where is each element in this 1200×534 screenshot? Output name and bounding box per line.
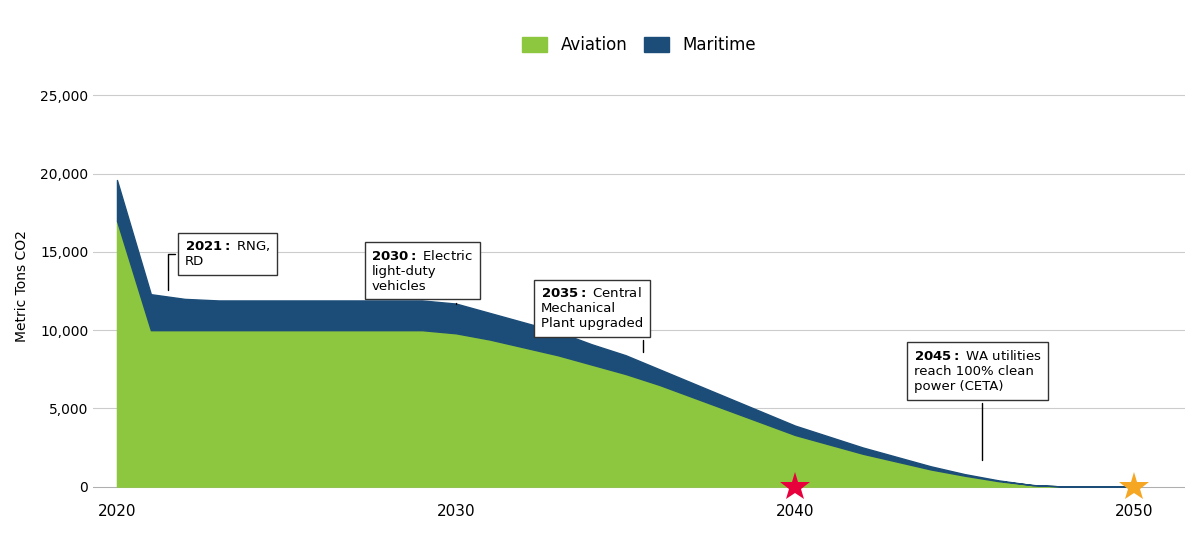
Text: $\bf{2045:}$ WA utilities
reach 100% clean
power (CETA): $\bf{2045:}$ WA utilities reach 100% cle… bbox=[913, 349, 1042, 460]
Legend: Aviation, Maritime: Aviation, Maritime bbox=[516, 29, 763, 60]
Text: $\bf{2021:}$ RNG,
RD: $\bf{2021:}$ RNG, RD bbox=[168, 239, 270, 290]
Text: $\bf{2030:}$ Electric
light-duty
vehicles: $\bf{2030:}$ Electric light-duty vehicle… bbox=[371, 249, 473, 303]
Y-axis label: Metric Tons CO2: Metric Tons CO2 bbox=[14, 230, 29, 342]
Text: $\bf{2035:}$ Central
Mechanical
Plant upgraded: $\bf{2035:}$ Central Mechanical Plant up… bbox=[541, 286, 643, 352]
